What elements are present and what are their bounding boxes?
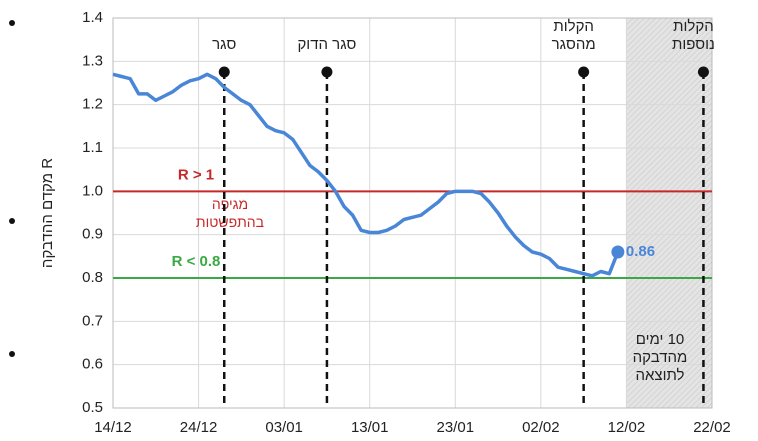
event-label: הקלות xyxy=(673,18,714,35)
shaded-region xyxy=(626,18,712,408)
y-tick-label: 0.5 xyxy=(82,399,103,416)
reference-note: בהתפשטות xyxy=(196,214,264,230)
y-tick-label: 0.8 xyxy=(82,269,103,286)
event-label: סגר הדוק xyxy=(297,36,356,53)
shade-label: 10 ימים xyxy=(636,331,685,348)
event-label: הקלות xyxy=(553,18,594,35)
y-tick-label: 0.9 xyxy=(82,226,103,243)
bullet xyxy=(9,20,15,26)
y-tick-label: 0.6 xyxy=(82,356,103,373)
x-tick-label: 12/02 xyxy=(608,419,646,436)
y-axis-label: מקדם ההדבקה R xyxy=(39,158,56,268)
event-label: סגר xyxy=(212,36,236,53)
y-tick-label: 1.2 xyxy=(82,96,103,113)
shade-label: לתוצאה xyxy=(635,367,684,384)
bullet xyxy=(9,351,15,357)
event-dot xyxy=(218,66,230,78)
event-dot xyxy=(578,66,590,78)
event-dot xyxy=(697,66,709,78)
bullet xyxy=(9,218,15,224)
y-tick-label: 1.4 xyxy=(82,9,103,26)
shade-label: מהדבקה xyxy=(633,349,688,366)
y-tick-label: 1.1 xyxy=(82,139,103,156)
data-line xyxy=(112,72,620,278)
end-point xyxy=(611,245,625,259)
x-tick-label: 13/01 xyxy=(351,419,389,436)
x-tick-label: 22/02 xyxy=(693,419,731,436)
event-dot xyxy=(321,66,333,78)
reference-label: R > 1 xyxy=(178,166,214,183)
x-tick-label: 24/12 xyxy=(180,419,218,436)
event-label: מהסגר xyxy=(552,36,596,53)
y-tick-label: 1.3 xyxy=(82,52,103,69)
x-tick-label: 23/01 xyxy=(437,419,475,436)
reference-note: מגיפה xyxy=(212,196,248,212)
reference-label: R < 0.8 xyxy=(172,253,221,270)
y-tick-label: 1.0 xyxy=(82,182,103,199)
x-tick-label: 14/12 xyxy=(94,419,132,436)
plot-frame xyxy=(112,17,713,409)
x-tick-label: 03/01 xyxy=(265,419,303,436)
x-tick-label: 02/02 xyxy=(522,419,560,436)
y-tick-label: 0.7 xyxy=(82,312,103,329)
value-label: 0.86 xyxy=(626,243,655,260)
event-label: נוספות xyxy=(672,36,715,53)
